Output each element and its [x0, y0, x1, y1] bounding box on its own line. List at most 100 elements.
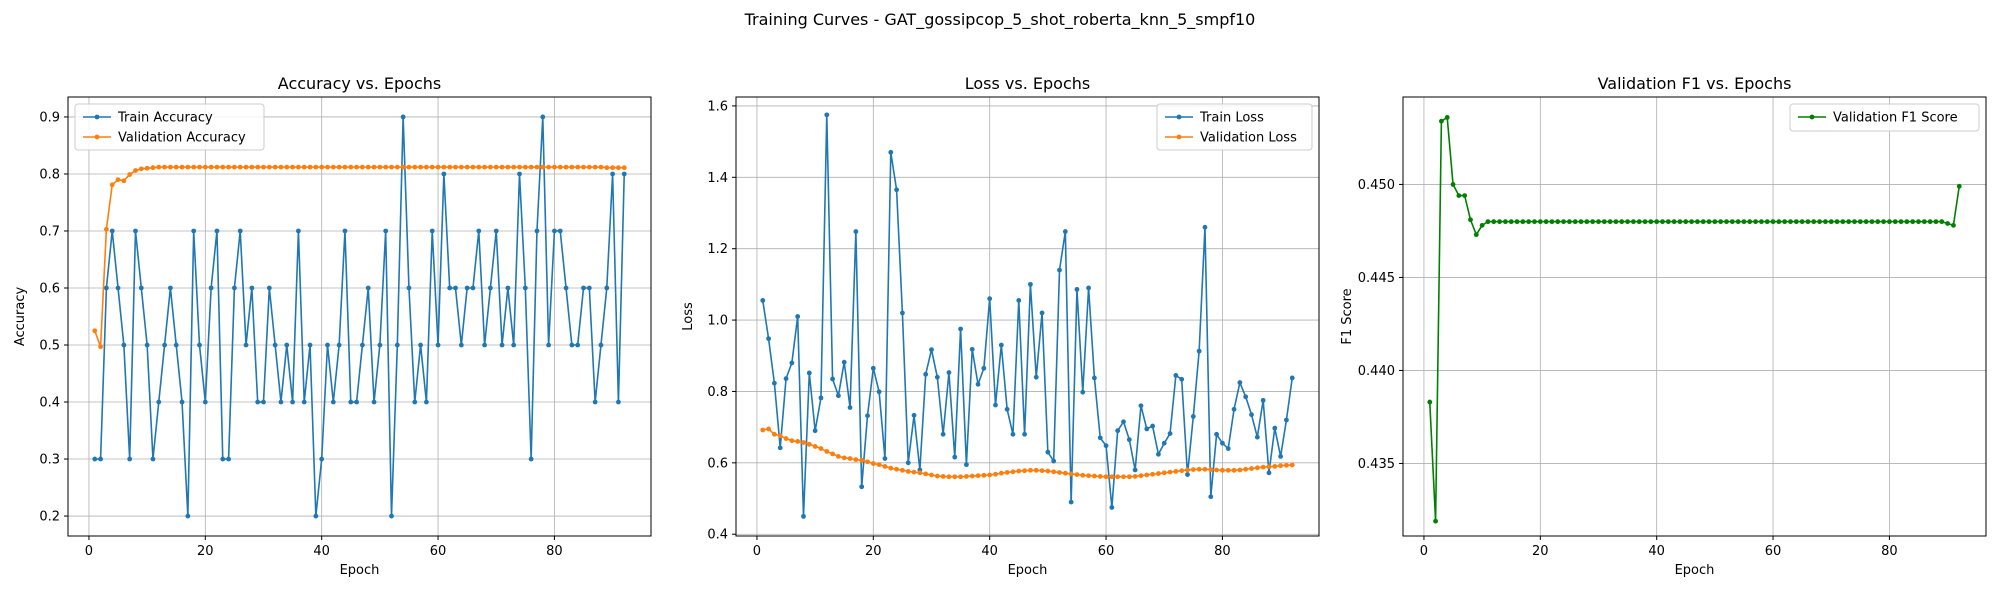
loss-series-1-point: [993, 471, 998, 477]
loss-series-0-point: [1144, 426, 1150, 432]
accuracy-series-0-point: [610, 171, 615, 177]
loss-series-0-point: [975, 381, 981, 387]
loss-series-1-point: [958, 474, 963, 480]
loss-ytick-label: 0.4: [707, 528, 728, 543]
accuracy-series-1-point: [348, 164, 354, 170]
loss-series-0-point: [783, 376, 789, 381]
loss-series-0-point: [1156, 451, 1161, 457]
loss-series-0-point: [1074, 286, 1080, 292]
loss-series-1-point: [1208, 467, 1214, 473]
accuracy-series-0-point: [133, 228, 138, 234]
f1-series-0-point: [1613, 219, 1619, 225]
loss-series-1-point: [1033, 467, 1039, 473]
f1-series-0-point: [1532, 219, 1537, 225]
f1-series-0-point: [1776, 219, 1782, 225]
accuracy-series-0-point: [168, 285, 173, 291]
loss-series-0-point: [1254, 434, 1260, 440]
loss-axes-frame: [735, 96, 1320, 537]
loss-legend-marker-0: [1176, 114, 1182, 120]
accuracy-series-1-point: [115, 177, 121, 183]
accuracy-series-0-point: [511, 342, 517, 348]
accuracy-ytick-label: 0.5: [39, 339, 60, 354]
accuracy-ytick-label: 0.2: [39, 510, 60, 525]
accuracy-series-1-point: [92, 328, 98, 334]
f1-series-0-point: [1828, 219, 1834, 225]
f1-series-0-point: [1892, 219, 1898, 225]
loss-xtick-label: 0: [753, 544, 761, 559]
accuracy-series-0-point: [307, 342, 313, 348]
loss-series-0-point: [1208, 494, 1214, 500]
loss-series-0-point: [1260, 397, 1266, 403]
accuracy-series-0-point: [208, 285, 214, 291]
f1-series-0-point: [1631, 219, 1636, 225]
accuracy-series-0-point: [354, 399, 359, 405]
f1-series-0-point: [1747, 219, 1753, 225]
loss-series-0-point: [900, 310, 905, 316]
loss-series-0-point: [969, 346, 975, 352]
loss-series-1-point: [806, 441, 812, 447]
loss-series-0-point: [1220, 440, 1225, 446]
f1-series-0-point: [1537, 219, 1543, 225]
accuracy-series-1-point: [191, 164, 197, 170]
loss-series-0-point: [853, 229, 859, 234]
accuracy-series-1-point: [208, 164, 214, 170]
accuracy-series-1-point: [581, 164, 586, 170]
loss-series-0-point: [1080, 389, 1086, 395]
loss-series-0-point: [1284, 417, 1289, 423]
f1-xtick-label: 0: [1420, 544, 1428, 559]
accuracy-series-0-point: [249, 285, 255, 291]
loss-series-0-point: [1214, 431, 1219, 437]
loss-series-0-point: [964, 462, 969, 468]
loss-series-1-point: [1231, 467, 1237, 473]
accuracy-series-1-point: [470, 164, 476, 170]
loss-series-1-point: [998, 470, 1004, 476]
accuracy-series-0-point: [464, 285, 470, 291]
accuracy-series-1-point: [342, 164, 348, 170]
accuracy-series-0-point: [226, 456, 231, 462]
loss-series-0-point: [1022, 431, 1027, 437]
loss-legend-label-0: Train Loss: [1199, 111, 1264, 126]
accuracy-series-0-point: [243, 342, 249, 348]
accuracy-series-0-point: [138, 285, 144, 291]
accuracy-ytick-label: 0.3: [39, 453, 60, 468]
accuracy-series-1-point: [621, 165, 627, 171]
loss-series-0-point: [1126, 437, 1132, 443]
accuracy-legend-label-0: Train Accuracy: [117, 111, 213, 126]
loss-series-1-point: [1196, 466, 1202, 472]
f1-axes-frame: [1402, 96, 1987, 537]
loss-series-0-point: [830, 376, 835, 382]
accuracy-series-1-point: [220, 164, 226, 170]
loss-series-0-point: [911, 412, 917, 418]
loss-series-1-point: [818, 446, 824, 451]
accuracy-series-0-point: [616, 399, 621, 405]
accuracy-series-1-point: [389, 164, 394, 170]
accuracy-series-1-point: [360, 164, 365, 170]
loss-series-0-point: [1190, 414, 1196, 419]
loss-series-0-point: [1138, 403, 1144, 409]
loss-series-0-point: [940, 431, 946, 437]
accuracy-series-0-point: [296, 228, 301, 234]
f1-series-0-point: [1805, 219, 1811, 225]
f1-series-0-point: [1945, 221, 1950, 226]
f1-y-axis-label: F1 Score: [1340, 288, 1355, 344]
loss-series-1-point: [1225, 467, 1231, 473]
accuracy-series-1-point: [400, 164, 406, 170]
accuracy-series-0-point: [552, 228, 557, 234]
accuracy-series-1-point: [214, 164, 220, 170]
f1-series-0-point: [1636, 219, 1642, 225]
accuracy-series-1-point: [493, 164, 499, 170]
accuracy-series-1-point: [365, 164, 371, 170]
accuracy-series-0-point: [476, 228, 482, 234]
loss-series-0-point: [1086, 285, 1091, 291]
loss-series-1-point: [876, 462, 882, 468]
loss-series-0-point: [981, 365, 987, 371]
f1-series-0-point: [1846, 219, 1852, 225]
loss-series-0-point: [876, 389, 882, 395]
accuracy-series-0-point: [104, 285, 109, 291]
loss-series-1-point: [847, 456, 853, 461]
loss-series-0-point: [1010, 431, 1016, 437]
loss-series-1-point: [1185, 467, 1190, 473]
f1-series-0-point: [1590, 219, 1596, 225]
accuracy-legend-marker-0: [94, 114, 100, 120]
f1-xtick-label: 80: [1881, 544, 1898, 559]
